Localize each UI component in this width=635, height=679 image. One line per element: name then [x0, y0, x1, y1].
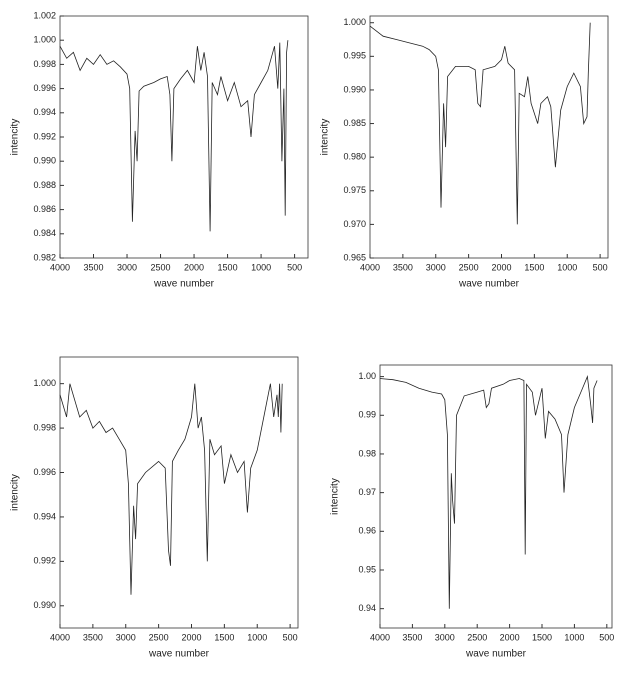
- x-tick-label: 1500: [214, 632, 234, 642]
- y-tick-label: 1.000: [33, 35, 56, 45]
- x-tick-label: 4000: [50, 632, 70, 642]
- y-tick-label: 0.996: [33, 467, 56, 477]
- x-axis-label: wave number: [465, 649, 527, 660]
- x-tick-label: 500: [599, 632, 614, 642]
- y-tick-label: 0.99: [358, 410, 376, 420]
- y-tick-label: 0.965: [343, 252, 366, 262]
- x-tick-label: 4000: [50, 262, 70, 272]
- y-tick-label: 1.002: [33, 10, 56, 20]
- y-tick-label: 0.998: [33, 422, 56, 432]
- y-tick-label: 0.994: [33, 107, 56, 117]
- y-tick-label: 0.994: [33, 511, 56, 521]
- y-tick-label: 0.97: [358, 487, 376, 497]
- x-tick-label: 3500: [393, 262, 413, 272]
- x-tick-label: 3500: [83, 262, 103, 272]
- x-tick-label: 2000: [491, 262, 511, 272]
- y-tick-label: 0.990: [33, 156, 56, 166]
- y-axis-label: intencity: [320, 119, 331, 156]
- x-tick-label: 2500: [467, 632, 487, 642]
- y-axis-label: intencity: [10, 474, 21, 511]
- y-tick-label: 1.000: [33, 378, 56, 388]
- x-tick-label: 3000: [117, 262, 137, 272]
- x-tick-label: 500: [287, 262, 302, 272]
- y-axis-label: intencity: [10, 119, 21, 156]
- x-tick-label: 1000: [251, 262, 271, 272]
- y-tick-label: 0.990: [343, 84, 366, 94]
- x-tick-label: 500: [283, 632, 298, 642]
- x-tick-label: 1000: [557, 262, 577, 272]
- y-tick-label: 0.996: [33, 83, 56, 93]
- plot-frame: [379, 364, 613, 629]
- y-tick-label: 0.94: [358, 603, 376, 613]
- y-tick-label: 0.998: [33, 59, 56, 69]
- spectrum-line: [369, 22, 591, 225]
- x-tick-label: 2000: [184, 262, 204, 272]
- y-tick-label: 0.970: [343, 219, 366, 229]
- x-axis-label: wave number: [458, 279, 520, 290]
- x-tick-label: 1000: [564, 632, 584, 642]
- x-tick-label: 3000: [435, 632, 455, 642]
- x-tick-label: 1500: [532, 632, 552, 642]
- x-tick-label: 2000: [500, 632, 520, 642]
- spectrum-line: [379, 375, 598, 609]
- y-tick-label: 0.975: [343, 185, 366, 195]
- x-tick-label: 1500: [524, 262, 544, 272]
- x-tick-label: 500: [593, 262, 608, 272]
- x-tick-label: 2500: [151, 262, 171, 272]
- y-tick-label: 1.00: [358, 371, 376, 381]
- x-tick-label: 2000: [181, 632, 201, 642]
- y-tick-label: 0.95: [358, 564, 376, 574]
- x-tick-label: 4000: [370, 632, 390, 642]
- plot-frame: [59, 15, 309, 259]
- y-tick-label: 0.982: [33, 252, 56, 262]
- y-tick-label: 0.992: [33, 556, 56, 566]
- spectrum-line: [59, 383, 283, 595]
- y-tick-label: 0.98: [358, 448, 376, 458]
- x-tick-label: 3500: [83, 632, 103, 642]
- y-axis-label: intencity: [330, 478, 341, 515]
- x-tick-label: 3500: [402, 632, 422, 642]
- plot-frame: [369, 15, 609, 259]
- x-tick-label: 1500: [218, 262, 238, 272]
- x-tick-label: 3000: [116, 632, 136, 642]
- x-tick-label: 1000: [247, 632, 267, 642]
- x-tick-label: 2500: [459, 262, 479, 272]
- y-tick-label: 0.96: [358, 526, 376, 536]
- y-tick-label: 0.988: [33, 180, 56, 190]
- y-tick-label: 0.990: [33, 600, 56, 610]
- plot-frame: [59, 356, 299, 629]
- x-tick-label: 4000: [360, 262, 380, 272]
- y-tick-label: 0.995: [343, 51, 366, 61]
- y-tick-label: 0.980: [343, 152, 366, 162]
- x-tick-label: 2500: [149, 632, 169, 642]
- x-axis-label: wave number: [153, 279, 215, 290]
- y-tick-label: 0.985: [343, 118, 366, 128]
- spectrum-line: [59, 40, 289, 232]
- y-tick-label: 0.986: [33, 204, 56, 214]
- x-axis-label: wave number: [148, 649, 210, 660]
- y-tick-label: 1.000: [343, 17, 366, 27]
- y-tick-label: 0.992: [33, 131, 56, 141]
- x-tick-label: 3000: [426, 262, 446, 272]
- y-tick-label: 0.984: [33, 228, 56, 238]
